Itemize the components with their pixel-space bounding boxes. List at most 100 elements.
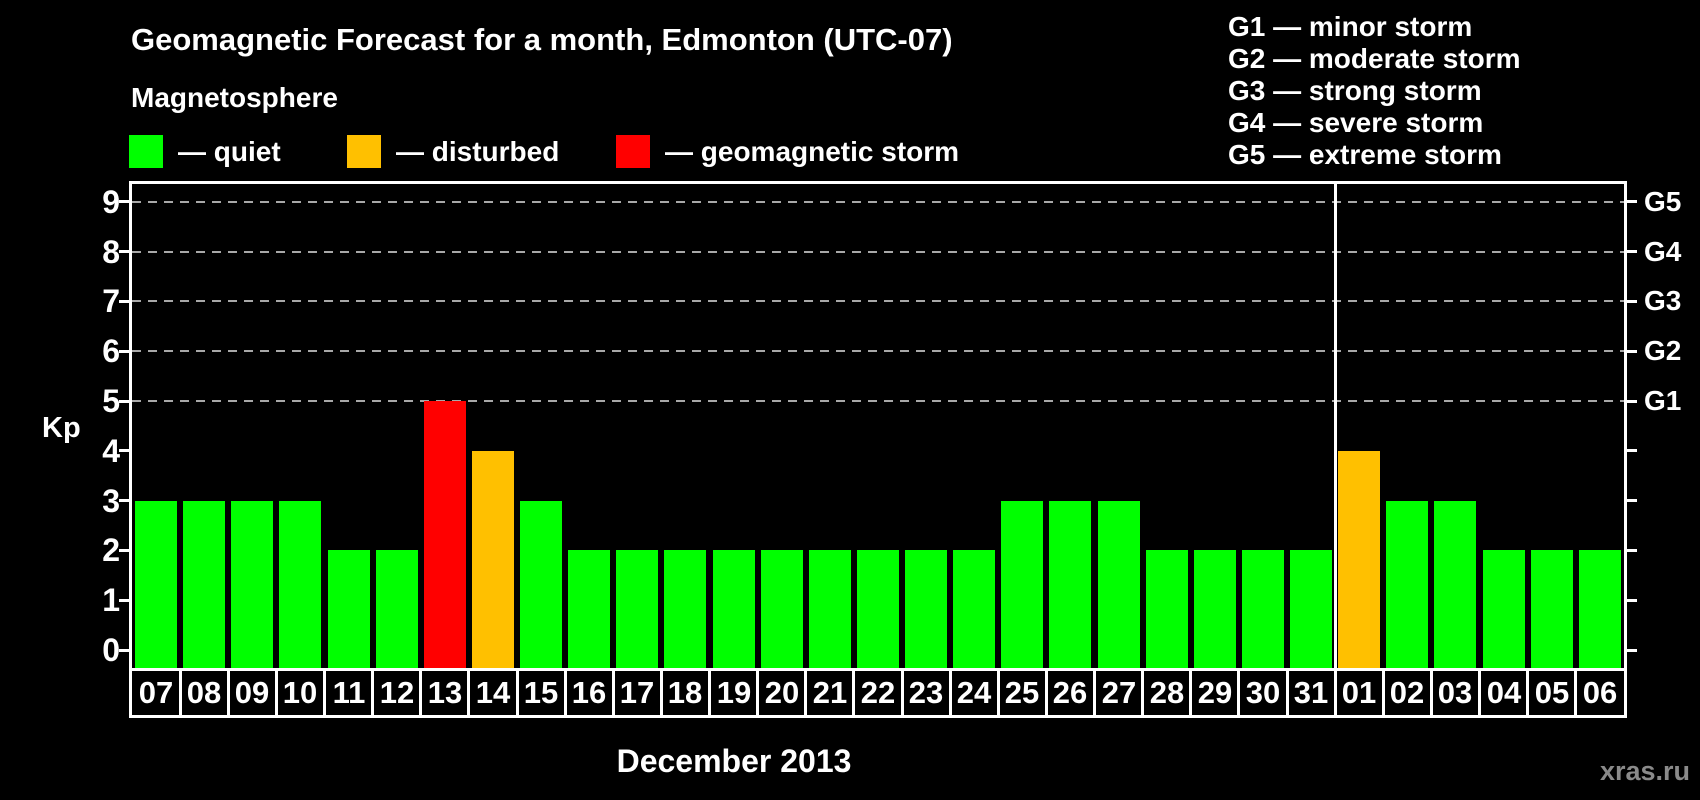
y-tick-right-5 (1627, 400, 1637, 403)
y-axis-tick-label-6: 6 (102, 333, 120, 369)
bar-day-27 (1098, 501, 1140, 668)
y-axis-tick-label-8: 8 (102, 234, 120, 270)
day-cell-divider (612, 671, 615, 715)
bar-day-29 (1194, 550, 1236, 668)
y-tick-left-1 (119, 599, 129, 602)
day-cell-divider (1237, 671, 1240, 715)
day-label-07: 07 (138, 675, 174, 710)
day-label-01: 01 (1341, 675, 1377, 710)
day-label-02: 02 (1389, 675, 1425, 710)
day-cell-divider (708, 671, 711, 715)
y-tick-right-4 (1627, 449, 1637, 452)
day-label-31: 31 (1293, 675, 1329, 710)
day-label-23: 23 (908, 675, 944, 710)
gridline-kp8 (132, 251, 1624, 253)
g-axis-label-G5: G5 (1644, 186, 1682, 217)
bar-day-25 (1001, 501, 1043, 668)
y-tick-right-3 (1627, 499, 1637, 502)
bar-day-22 (857, 550, 899, 668)
g-axis-label-G3: G3 (1644, 285, 1682, 316)
day-cell-divider (901, 671, 904, 715)
bar-day-30 (1242, 550, 1284, 668)
month-separator-line (1334, 184, 1337, 668)
y-tick-right-6 (1627, 350, 1637, 353)
day-label-27: 27 (1101, 675, 1137, 710)
day-cell-divider (516, 671, 519, 715)
bar-day-04 (1483, 550, 1525, 668)
g-legend-line-g1: G1 — minor storm (1228, 11, 1473, 42)
y-axis-tick-label-7: 7 (102, 283, 120, 319)
legend-item-storm: — geomagnetic storm (616, 135, 959, 168)
bar-day-26 (1049, 501, 1091, 668)
day-label-05: 05 (1534, 675, 1570, 710)
bar-day-12 (376, 550, 418, 668)
day-cell-divider (997, 671, 1000, 715)
day-label-28: 28 (1149, 675, 1185, 710)
bar-day-11 (328, 550, 370, 668)
day-label-03: 03 (1437, 675, 1473, 710)
y-tick-left-3 (119, 499, 129, 502)
bar-day-03 (1434, 501, 1476, 668)
day-label-06: 06 (1582, 675, 1618, 710)
day-label-10: 10 (282, 675, 318, 710)
day-cell-divider (371, 671, 374, 715)
bar-day-16 (568, 550, 610, 668)
day-label-09: 09 (234, 675, 270, 710)
bar-day-10 (279, 501, 321, 668)
day-label-16: 16 (571, 675, 607, 710)
day-label-29: 29 (1197, 675, 1233, 710)
day-label-12: 12 (379, 675, 415, 710)
bar-day-06 (1579, 550, 1621, 668)
day-label-20: 20 (764, 675, 800, 710)
y-axis-tick-label-9: 9 (102, 184, 120, 220)
y-tick-right-8 (1627, 250, 1637, 253)
bar-day-17 (616, 550, 658, 668)
y-axis-tick-label-0: 0 (102, 632, 120, 668)
day-label-08: 08 (186, 675, 222, 710)
y-tick-left-0 (119, 649, 129, 652)
bar-day-08 (183, 501, 225, 668)
bar-day-24 (953, 550, 995, 668)
y-tick-right-2 (1627, 549, 1637, 552)
legend-item-quiet: — quiet (129, 135, 281, 168)
day-cell-divider (804, 671, 807, 715)
plot-border-left (129, 181, 132, 668)
bar-day-21 (809, 550, 851, 668)
y-axis-tick-label-2: 2 (102, 532, 120, 568)
g-scale-legend: G1 — minor storm G2 — moderate storm G3 … (1228, 11, 1521, 171)
day-label-17: 17 (619, 675, 655, 710)
y-tick-left-6 (119, 350, 129, 353)
storm-legend-label: — geomagnetic storm (665, 135, 960, 167)
bar-day-15 (520, 501, 562, 668)
day-label-22: 22 (860, 675, 896, 710)
bar-day-23 (905, 550, 947, 668)
bar-day-01 (1338, 451, 1380, 668)
g-axis-label-G1: G1 (1644, 385, 1682, 416)
gridline-kp6 (132, 350, 1624, 352)
day-label-04: 04 (1486, 675, 1522, 710)
day-label-24: 24 (956, 675, 992, 710)
day-cell-divider (1141, 671, 1144, 715)
watermark: xras.ru (1599, 756, 1690, 786)
g-axis-label-G4: G4 (1644, 236, 1682, 267)
quiet-legend-label: — quiet (178, 135, 281, 167)
y-tick-left-7 (119, 300, 129, 303)
g-legend-line-g3: G3 — strong storm (1228, 75, 1482, 106)
bar-day-31 (1290, 550, 1332, 668)
g-legend-line-g5: G5 — extreme storm (1228, 139, 1502, 170)
month-label: December 2013 (616, 743, 852, 779)
g-legend-line-g2: G2 — moderate storm (1228, 43, 1521, 74)
day-cell-divider (1334, 671, 1337, 715)
day-cell-divider (419, 671, 422, 715)
y-tick-right-0 (1627, 649, 1637, 652)
g-legend-line-g4: G4 — severe storm (1228, 107, 1484, 138)
disturbed-color-swatch (347, 135, 381, 168)
bar-day-28 (1146, 550, 1188, 668)
day-cell-divider (1526, 671, 1529, 715)
day-cell-divider (275, 671, 278, 715)
day-label-19: 19 (716, 675, 752, 710)
day-label-11: 11 (332, 675, 366, 710)
day-label-21: 21 (812, 675, 848, 710)
day-cell-divider (1045, 671, 1048, 715)
